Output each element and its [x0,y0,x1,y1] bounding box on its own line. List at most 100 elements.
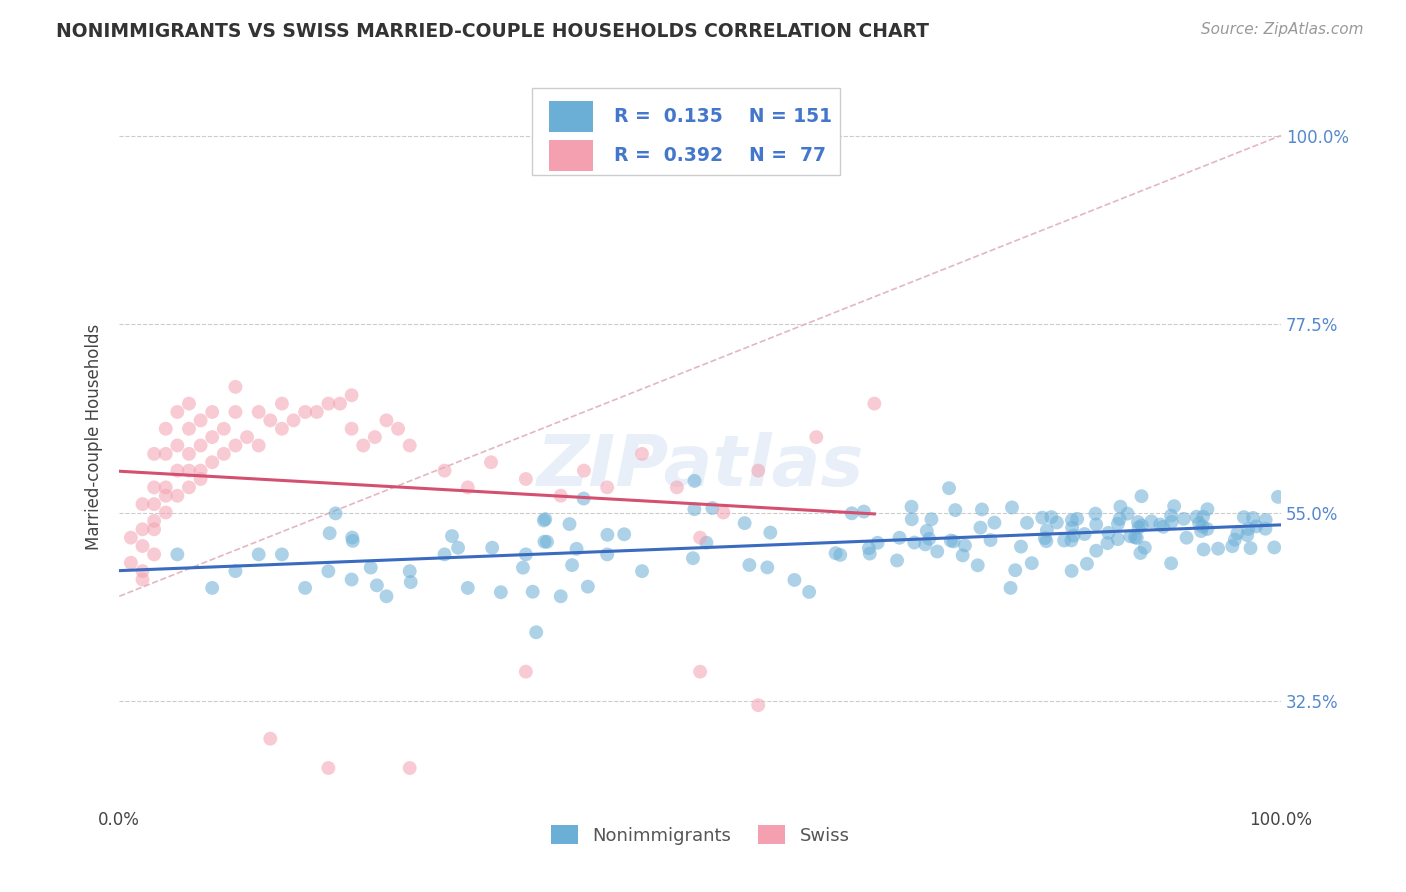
Point [399,575,422,590]
Point [1233,510,1256,524]
Point [489,585,512,599]
Point [1140,514,1163,528]
Point [631,447,654,461]
Point [143,522,166,536]
Point [1036,524,1059,538]
Point [318,396,340,410]
Point [900,500,922,514]
Point [318,761,340,775]
Point [914,537,936,551]
Point [1046,516,1069,530]
Point [1060,564,1083,578]
Point [565,541,588,556]
Point [806,430,828,444]
Point [236,430,259,444]
Point [329,396,352,410]
Point [596,480,619,494]
Point [190,464,212,478]
Point [398,761,420,775]
FancyBboxPatch shape [531,88,839,176]
Point [596,548,619,562]
Point [155,489,177,503]
Point [131,564,153,578]
Point [131,573,153,587]
Point [1119,529,1142,543]
Point [695,535,717,549]
Point [1097,536,1119,550]
Point [1000,581,1022,595]
Point [550,589,572,603]
Point [1267,490,1289,504]
Point [953,539,976,553]
Point [318,564,340,578]
Text: NONIMMIGRANTS VS SWISS MARRIED-COUPLE HOUSEHOLDS CORRELATION CHART: NONIMMIGRANTS VS SWISS MARRIED-COUPLE HO… [56,22,929,41]
Point [457,480,479,494]
Point [1060,513,1083,527]
Point [1226,526,1249,541]
Point [1060,533,1083,548]
Point [1160,557,1182,571]
Point [283,413,305,427]
Point [572,491,595,506]
Point [1206,541,1229,556]
Point [305,405,328,419]
Point [631,564,654,578]
Point [387,422,409,436]
Point [177,480,200,494]
Point [201,581,224,595]
Point [1126,515,1149,529]
Point [1116,507,1139,521]
Point [533,513,555,527]
Point [1076,557,1098,571]
Point [201,405,224,419]
Point [340,573,363,587]
Point [852,505,875,519]
Point [120,556,142,570]
Point [747,464,769,478]
Point [1223,533,1246,547]
Point [1109,500,1132,514]
Point [534,512,557,526]
Point [756,560,779,574]
Point [1241,511,1264,525]
Point [939,533,962,548]
Point [352,438,374,452]
Point [918,532,941,546]
Point [920,512,942,526]
Point [1236,528,1258,542]
Point [259,731,281,746]
Point [689,531,711,545]
Point [683,474,706,488]
Point [1108,512,1130,526]
Point [783,573,806,587]
Point [155,480,177,494]
Point [841,506,863,520]
Point [889,531,911,545]
Point [224,380,246,394]
Point [155,506,177,520]
Point [271,422,294,436]
Point [360,560,382,574]
Point [1126,531,1149,545]
Point [143,497,166,511]
Point [166,489,188,503]
Point [596,528,619,542]
Point [247,405,270,419]
Point [342,533,364,548]
Point [1160,515,1182,529]
Point [1254,513,1277,527]
Point [131,522,153,536]
Point [271,396,294,410]
Point [1189,524,1212,538]
Point [1160,508,1182,523]
Point [1062,520,1084,534]
Legend: Nonimmigrants, Swiss: Nonimmigrants, Swiss [551,825,849,845]
Point [143,548,166,562]
Point [927,544,949,558]
Point [665,480,688,494]
Point [1097,525,1119,540]
Point [536,534,558,549]
Point [201,455,224,469]
Point [155,422,177,436]
Point [1175,531,1198,545]
